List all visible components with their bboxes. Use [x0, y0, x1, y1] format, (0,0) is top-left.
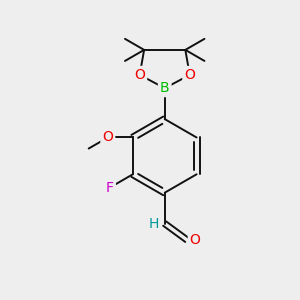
Text: O: O — [184, 68, 195, 82]
Text: O: O — [190, 233, 201, 247]
Text: O: O — [134, 68, 145, 82]
Text: O: O — [102, 130, 113, 145]
Text: H: H — [149, 217, 159, 231]
Text: F: F — [106, 181, 114, 194]
Text: B: B — [160, 81, 169, 95]
